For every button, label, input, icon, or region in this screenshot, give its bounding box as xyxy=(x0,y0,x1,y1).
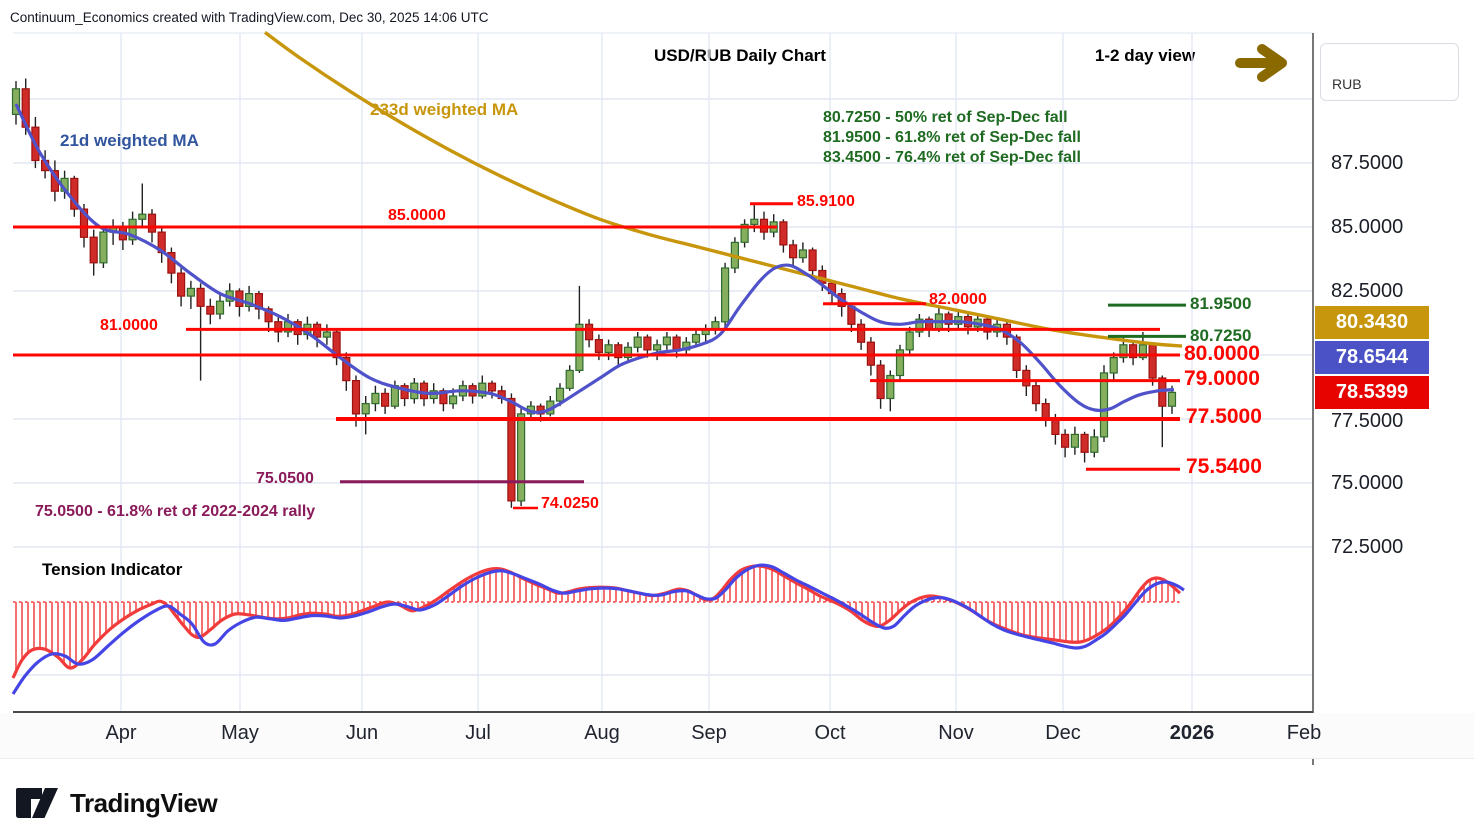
price-tick-72.5000: 72.5000 xyxy=(1331,536,1404,558)
chart-title: USD/RUB Daily Chart xyxy=(654,46,826,65)
tradingview-logo-text: TradingView xyxy=(70,787,218,818)
view-horizon-label: 1-2 day view xyxy=(1094,46,1196,65)
tension-indicator-title: Tension Indicator xyxy=(42,560,183,579)
fib-line-3: 83.4500 - 76.4% ret of Sep-Dec fall xyxy=(823,149,1081,166)
level-label-85-9100: 85.9100 xyxy=(797,193,855,210)
level-label-81-0000: 81.0000 xyxy=(100,317,158,334)
level-label-79-0000: 79.0000 xyxy=(1184,367,1260,390)
tradingview-logo[interactable]: TradingView xyxy=(14,786,218,820)
level-label-75-0500: 75.0500 xyxy=(256,470,314,487)
price-tick-75.0000: 75.0000 xyxy=(1331,472,1404,494)
fib-line-1: 80.7250 - 50% ret of Sep-Dec fall xyxy=(823,109,1068,126)
price-badge-78.6544: 78.6544 xyxy=(1315,341,1429,374)
level-label-74-0250: 74.0250 xyxy=(541,495,599,512)
level-label-81-9500: 81.9500 xyxy=(1190,294,1252,313)
time-label-Oct: Oct xyxy=(814,722,846,744)
symbol-box: RUB xyxy=(1320,43,1459,101)
level-label-85-0000: 85.0000 xyxy=(388,207,446,224)
level-label-77-5000: 77.5000 xyxy=(1186,405,1262,428)
time-label-Feb: Feb xyxy=(1286,722,1322,744)
created-line: Continuum_Economics created with Trading… xyxy=(10,10,489,25)
fib-retracement-note: 80.7250 - 50% ret of Sep-Dec fall 81.950… xyxy=(823,108,1081,168)
fib-line-2: 81.9500 - 61.8% ret of Sep-Dec fall xyxy=(823,129,1081,146)
rally-retracement-note: 75.0500 - 61.8% ret of 2022-2024 rally xyxy=(35,503,316,520)
time-label-Jun: Jun xyxy=(345,722,379,744)
time-label-2026: 2026 xyxy=(1169,722,1215,744)
time-label-Aug: Aug xyxy=(584,722,620,744)
right-arrow-icon xyxy=(1235,44,1287,82)
time-label-Apr: Apr xyxy=(105,722,137,744)
ma233-label: 233d weighted MA xyxy=(370,100,519,119)
time-axis[interactable] xyxy=(0,713,1474,759)
price-tick-82.5000: 82.5000 xyxy=(1331,280,1404,302)
price-badge-78.5399: 78.5399 xyxy=(1315,376,1429,409)
price-badge-80.3430: 80.3430 xyxy=(1315,306,1429,339)
ma21-label: 21d weighted MA xyxy=(60,131,199,150)
level-label-80-0000: 80.0000 xyxy=(1184,342,1260,365)
symbol-label: RUB xyxy=(1332,76,1362,92)
time-label-Jul: Jul xyxy=(465,722,491,744)
level-label-80-7250: 80.7250 xyxy=(1190,326,1252,345)
time-label-May: May xyxy=(221,722,259,744)
level-label-82-0000: 82.0000 xyxy=(929,291,987,308)
level-label-75-5400: 75.5400 xyxy=(1186,455,1262,478)
time-label-Sep: Sep xyxy=(691,722,727,744)
time-label-Nov: Nov xyxy=(938,722,974,744)
price-tick-87.5000: 87.5000 xyxy=(1331,152,1404,174)
price-tick-85.0000: 85.0000 xyxy=(1331,216,1404,238)
time-label-Dec: Dec xyxy=(1045,722,1081,744)
price-tick-77.5000: 77.5000 xyxy=(1331,410,1404,432)
tradingview-mark-icon xyxy=(16,788,58,818)
